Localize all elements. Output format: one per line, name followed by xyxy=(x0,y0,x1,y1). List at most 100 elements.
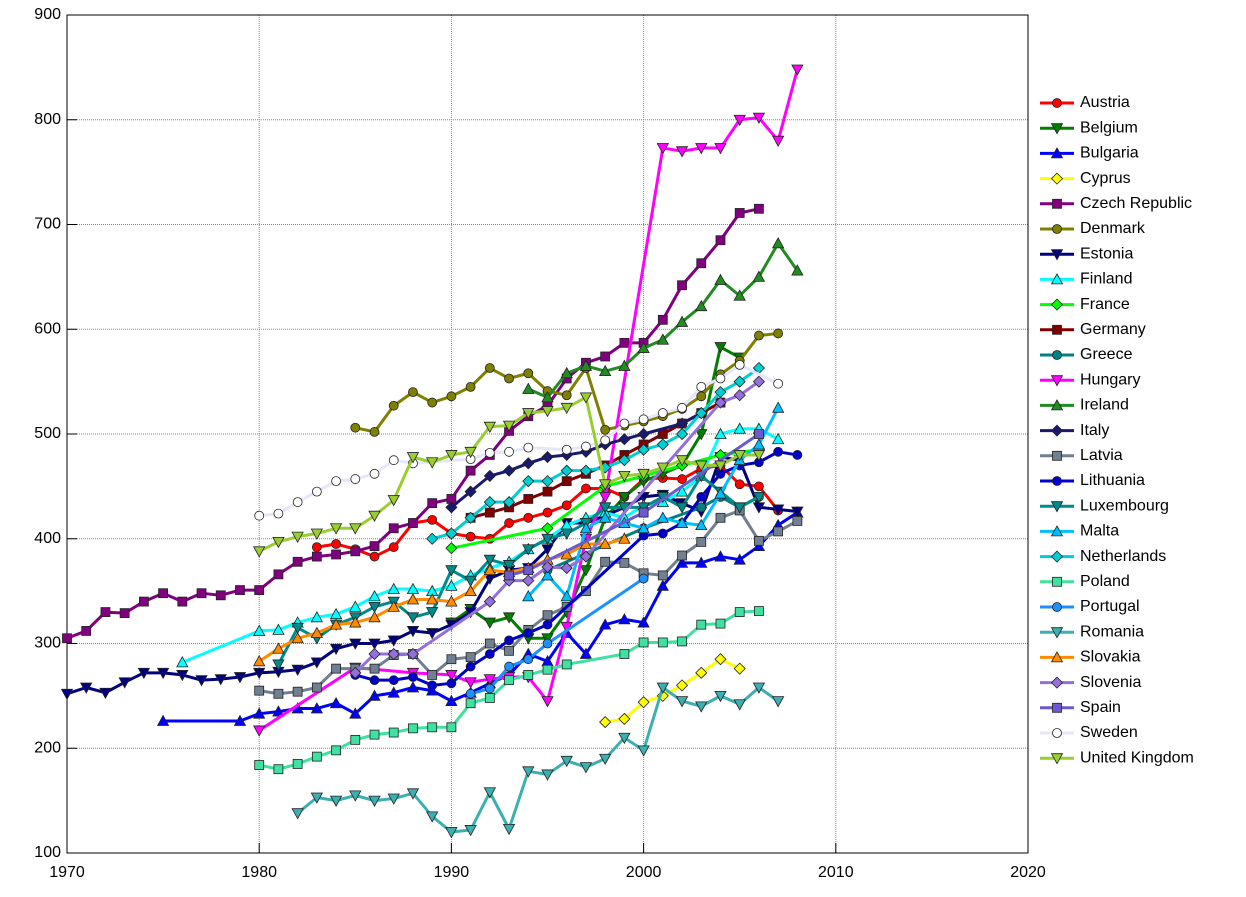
marker xyxy=(368,610,381,623)
marker xyxy=(792,450,803,460)
marker xyxy=(387,647,400,661)
marker xyxy=(368,647,381,661)
marker xyxy=(310,528,324,540)
marker xyxy=(598,364,612,377)
marker xyxy=(637,696,650,709)
marker xyxy=(542,638,553,649)
marker xyxy=(177,596,188,607)
marker xyxy=(677,636,687,647)
marker xyxy=(484,693,495,703)
marker xyxy=(406,681,420,693)
marker xyxy=(541,696,554,708)
marker xyxy=(368,590,381,602)
marker xyxy=(292,556,303,567)
marker xyxy=(560,590,573,602)
marker xyxy=(310,702,324,714)
marker xyxy=(714,460,727,472)
marker xyxy=(311,551,322,562)
marker xyxy=(60,688,74,701)
marker xyxy=(1050,399,1064,411)
marker xyxy=(1050,123,1064,135)
marker xyxy=(599,715,612,729)
marker xyxy=(752,112,766,124)
marker xyxy=(598,502,612,514)
marker xyxy=(541,560,554,574)
series-line xyxy=(66,455,798,696)
marker xyxy=(677,550,687,561)
marker xyxy=(349,600,362,612)
marker xyxy=(311,751,322,762)
marker xyxy=(483,595,496,608)
marker xyxy=(349,707,362,719)
marker xyxy=(368,689,381,701)
marker xyxy=(331,549,341,560)
marker xyxy=(542,507,553,518)
legend-label: Netherlands xyxy=(1080,548,1166,565)
marker xyxy=(541,391,554,403)
marker xyxy=(484,507,495,518)
marker xyxy=(733,553,746,565)
marker xyxy=(1050,147,1064,159)
marker xyxy=(483,617,497,629)
marker xyxy=(522,544,535,556)
marker xyxy=(446,722,457,733)
marker xyxy=(638,637,649,648)
legend-label: Slovakia xyxy=(1080,649,1141,666)
marker xyxy=(696,381,707,392)
marker xyxy=(1050,501,1064,513)
legend-label: Spain xyxy=(1080,699,1121,716)
marker xyxy=(657,637,668,648)
legend-label: Poland xyxy=(1080,573,1130,590)
marker xyxy=(311,486,322,497)
y-tick-label: 200 xyxy=(34,739,61,756)
marker xyxy=(406,452,420,464)
marker xyxy=(1052,224,1062,234)
y-tick-label: 800 xyxy=(34,111,61,128)
marker xyxy=(484,447,495,458)
legend-label: Latvia xyxy=(1080,447,1123,464)
marker xyxy=(542,664,553,675)
marker xyxy=(695,429,708,441)
series xyxy=(445,406,708,514)
marker xyxy=(119,608,130,619)
marker xyxy=(1050,375,1064,387)
marker xyxy=(426,457,439,469)
marker xyxy=(754,606,764,616)
marker xyxy=(523,670,534,680)
marker xyxy=(292,497,303,507)
marker xyxy=(484,363,495,373)
marker xyxy=(253,707,266,719)
marker xyxy=(215,590,226,601)
marker xyxy=(657,570,668,581)
marker xyxy=(733,422,746,434)
marker xyxy=(464,584,477,597)
marker xyxy=(791,64,804,76)
y-tick-label: 400 xyxy=(34,530,61,547)
marker xyxy=(1050,525,1064,537)
marker xyxy=(1052,450,1062,461)
marker xyxy=(100,607,111,617)
marker xyxy=(1050,550,1064,563)
marker xyxy=(273,764,284,775)
marker xyxy=(733,502,746,514)
series xyxy=(522,237,804,403)
marker xyxy=(542,619,553,630)
marker xyxy=(657,528,668,539)
marker xyxy=(368,510,381,523)
marker xyxy=(1052,98,1062,108)
marker xyxy=(504,645,514,656)
marker xyxy=(1050,676,1064,689)
marker xyxy=(696,258,707,269)
marker xyxy=(408,723,418,734)
marker xyxy=(427,514,438,525)
marker xyxy=(733,114,746,127)
marker xyxy=(368,638,381,650)
marker xyxy=(368,601,381,614)
marker xyxy=(734,607,745,617)
marker xyxy=(542,486,553,497)
marker xyxy=(446,654,457,665)
marker xyxy=(291,622,304,635)
marker xyxy=(696,491,707,502)
marker xyxy=(522,475,535,488)
marker xyxy=(600,435,611,446)
